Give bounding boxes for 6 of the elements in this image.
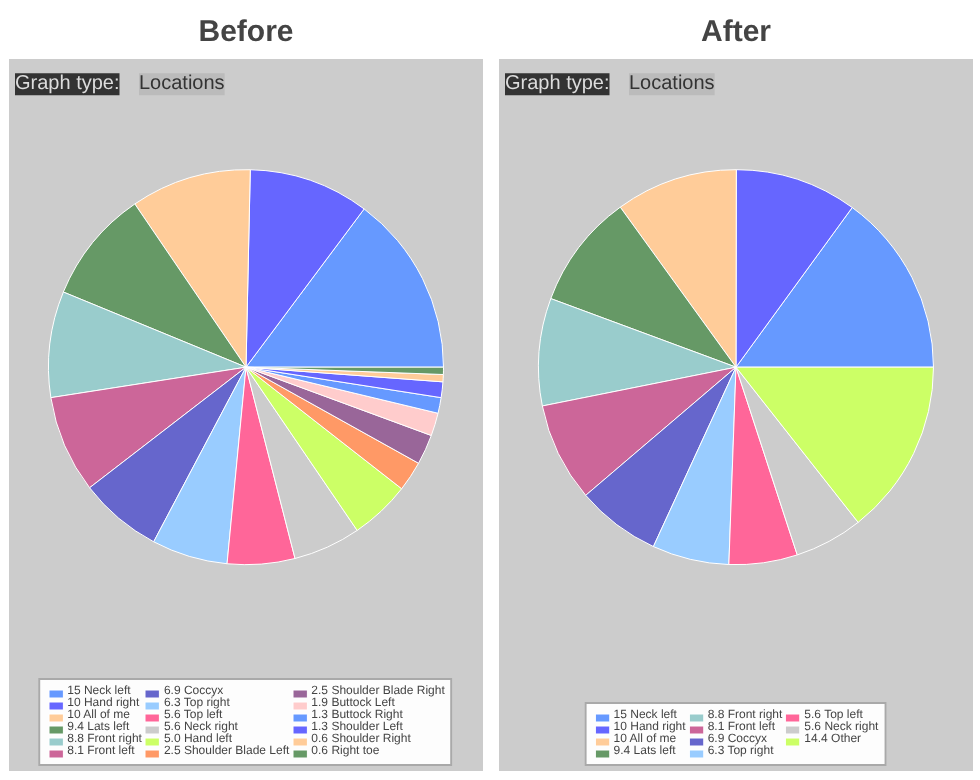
- text: Graph type:: [505, 73, 610, 96]
- text: Locations: [139, 73, 225, 96]
- text: Graph type:: [15, 73, 120, 96]
- chart-title: Before: [198, 15, 294, 49]
- text: Locations: [629, 73, 715, 96]
- chart-title: After: [701, 15, 772, 49]
